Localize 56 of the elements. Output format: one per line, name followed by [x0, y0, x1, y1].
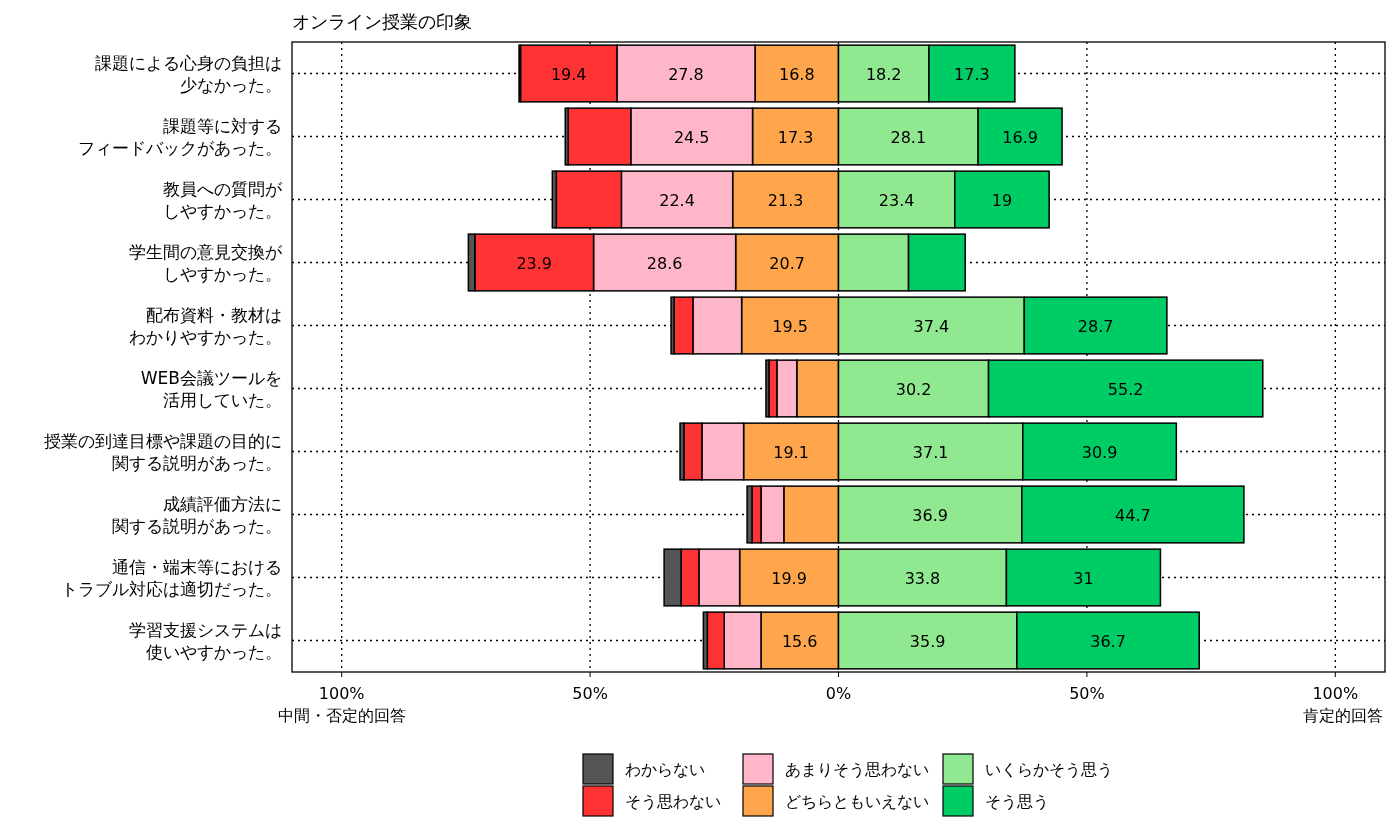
data-label: 36.9 — [912, 505, 948, 525]
y-tick-label: 配布資料・教材はわかりやすかった。 — [129, 304, 282, 347]
data-label: 24.5 — [673, 127, 710, 147]
legend-label: どちらともいえない — [785, 792, 929, 811]
data-label: 31 — [1073, 568, 1094, 588]
data-label: 35.9 — [909, 631, 946, 651]
x-tick-label: 100% — [318, 684, 365, 703]
data-label: 19.4 — [550, 64, 587, 84]
legend-label: そう思う — [985, 792, 1049, 811]
y-tick-label: 通信・端末等におけるトラブル対応は適切だった。 — [61, 556, 282, 599]
y-tick-label: 学生間の意見交換がしやすかった。 — [129, 241, 283, 284]
data-label: 16.9 — [1002, 127, 1038, 147]
data-label: 21.3 — [767, 190, 804, 210]
data-label: 28.7 — [1077, 316, 1114, 336]
data-label: 28.6 — [646, 253, 683, 273]
data-label: 55.2 — [1107, 379, 1144, 399]
data-label: 20.7 — [769, 253, 805, 273]
y-tick-label: 授業の到達目標や課題の目的に関する説明があった。 — [44, 430, 282, 473]
data-label: 44.7 — [1115, 505, 1151, 525]
y-tick-label: 成績評価方法に関する説明があった。 — [112, 493, 282, 536]
data-label: 19 — [991, 190, 1013, 210]
data-label: 19.5 — [772, 316, 808, 336]
data-label: 37.4 — [913, 316, 950, 336]
data-label: 33.8 — [904, 568, 941, 588]
data-label: 18.2 — [865, 64, 902, 84]
x-tick-label: 50% — [572, 684, 608, 703]
data-label: 30.2 — [895, 379, 932, 399]
legend-label: わからない — [625, 760, 705, 779]
data-label: 27.8 — [668, 64, 704, 84]
data-label: 19.1 — [773, 442, 809, 462]
data-label: 23.4 — [878, 190, 915, 210]
data-label: 15.6 — [781, 631, 818, 651]
y-tick-label: 教員への質問がしやすかった。 — [163, 178, 283, 221]
x-tick-label: 100% — [1312, 684, 1359, 703]
data-label: 17.3 — [777, 127, 814, 147]
y-tick-label: 課題による心身の負担は少なかった。 — [95, 52, 282, 95]
data-label: 23.9 — [516, 253, 553, 273]
y-tick-label: 学習支援システムは使いやすかった。 — [129, 619, 282, 662]
data-label: 28.1 — [890, 127, 927, 147]
data-label: 36.7 — [1090, 631, 1126, 651]
text: 中間・否定的回答 — [277, 706, 406, 725]
data-label: 17.3 — [954, 64, 990, 84]
legend-label: いくらかそう思う — [985, 760, 1113, 779]
chart-title: オンライン授業の印象 — [292, 11, 472, 32]
text: 肯定的回答 — [1303, 706, 1383, 725]
data-label: 19.9 — [771, 568, 807, 588]
legend-label: あまりそう思わない — [785, 760, 929, 779]
data-label: 30.9 — [1081, 442, 1118, 462]
x-tick-label: 0% — [825, 684, 852, 703]
y-tick-label: 課題等に対するフィードバックがあった。 — [78, 115, 282, 158]
y-tick-label: WEB会議ツールを活用していた。 — [140, 367, 282, 410]
data-label: 37.1 — [912, 442, 949, 462]
x-tick-label: 50% — [1069, 684, 1105, 703]
legend-label: そう思わない — [625, 792, 721, 811]
data-label: 16.8 — [778, 64, 815, 84]
data-label: 22.4 — [659, 190, 695, 210]
